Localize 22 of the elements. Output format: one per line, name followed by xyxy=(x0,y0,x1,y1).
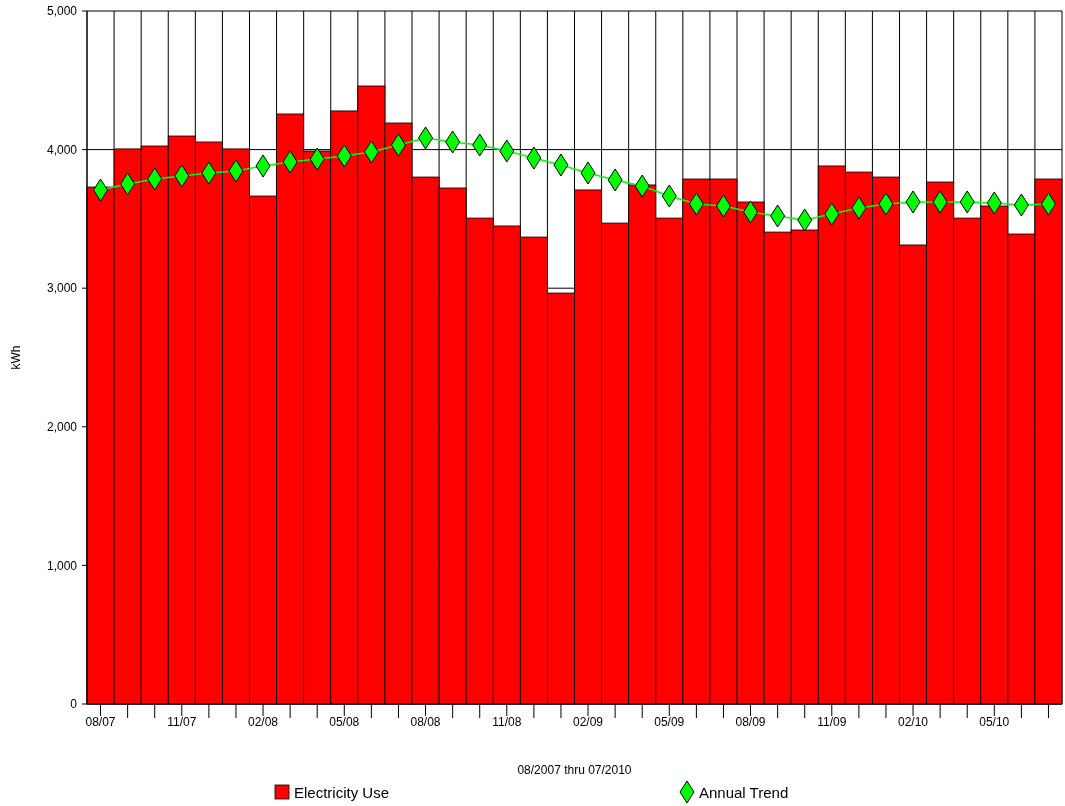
y-tick-label: 4,000 xyxy=(46,142,78,157)
x-tick-label: 11/07 xyxy=(167,715,197,729)
x-tick-label: 05/08 xyxy=(329,715,360,729)
x-tick-label: 05/09 xyxy=(654,715,685,729)
x-tick-label: 05/10 xyxy=(979,715,1010,729)
x-tick-label: 08/07 xyxy=(85,715,116,729)
legend-label: Annual Trend xyxy=(699,784,789,801)
x-axis-title: 08/2007 thru 07/2010 xyxy=(517,763,632,777)
x-tick-label: 08/09 xyxy=(735,715,766,729)
x-tick-label: 08/08 xyxy=(410,715,441,729)
y-axis-title: kWh xyxy=(9,345,23,370)
y-tick-label: 1,000 xyxy=(46,558,78,573)
x-tick-label: 11/08 xyxy=(492,715,522,729)
y-tick-label: 3,000 xyxy=(46,281,78,296)
y-tick-label: 2,000 xyxy=(46,420,78,434)
x-tick-label: 11/09 xyxy=(817,715,847,729)
x-tick-label: 02/08 xyxy=(248,715,279,729)
y-tick-label: 5,000 xyxy=(46,4,78,19)
legend-label: Electricity Use xyxy=(294,784,390,801)
y-tick-label: 0 xyxy=(70,697,78,712)
x-tick-label: 02/10 xyxy=(898,715,929,729)
x-tick-label: 02/09 xyxy=(573,715,604,729)
